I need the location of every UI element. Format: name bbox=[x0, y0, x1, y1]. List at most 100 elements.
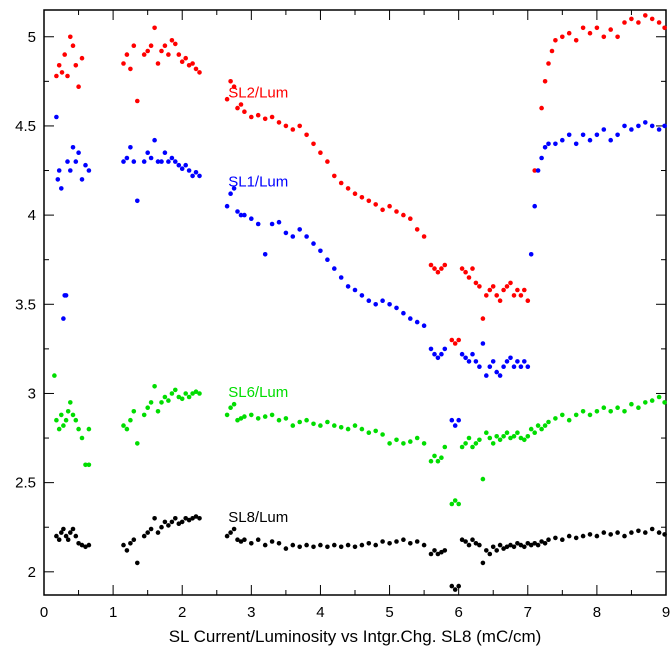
data-point bbox=[560, 137, 565, 143]
data-point bbox=[70, 526, 76, 532]
data-point bbox=[276, 417, 282, 423]
data-point bbox=[141, 159, 147, 164]
data-point bbox=[290, 423, 296, 428]
data-point bbox=[276, 541, 282, 546]
data-point bbox=[459, 444, 465, 450]
data-point bbox=[608, 532, 613, 537]
data-point bbox=[68, 168, 73, 173]
data-point bbox=[128, 145, 133, 150]
data-point bbox=[452, 341, 458, 346]
data-point bbox=[649, 526, 655, 532]
data-point bbox=[435, 269, 441, 275]
data-point bbox=[615, 405, 620, 411]
data-point bbox=[166, 52, 171, 57]
data-point bbox=[262, 252, 268, 257]
data-point bbox=[546, 141, 551, 147]
data-point bbox=[615, 530, 620, 535]
data-point bbox=[70, 43, 76, 48]
data-point bbox=[56, 426, 62, 432]
data-point bbox=[173, 387, 178, 393]
data-point bbox=[235, 209, 240, 214]
data-point bbox=[145, 150, 150, 155]
data-point bbox=[508, 435, 513, 441]
data-point bbox=[345, 284, 351, 289]
data-point bbox=[649, 16, 655, 22]
x-tick-label: 7 bbox=[524, 604, 532, 621]
data-point bbox=[497, 437, 503, 443]
data-point bbox=[318, 542, 323, 548]
data-point bbox=[662, 123, 667, 129]
data-point bbox=[128, 417, 133, 423]
data-point bbox=[190, 61, 195, 66]
data-point bbox=[179, 396, 185, 402]
data-point bbox=[477, 437, 482, 443]
data-point bbox=[179, 166, 185, 171]
data-point bbox=[573, 412, 579, 418]
data-point bbox=[311, 141, 316, 147]
data-point bbox=[345, 186, 351, 191]
data-point bbox=[452, 587, 458, 592]
data-point bbox=[566, 533, 572, 539]
data-point bbox=[338, 544, 344, 550]
data-point bbox=[152, 516, 157, 521]
data-point bbox=[508, 542, 513, 548]
data-point bbox=[662, 25, 667, 31]
data-point bbox=[477, 542, 482, 548]
data-point bbox=[131, 43, 137, 48]
data-point bbox=[532, 430, 537, 436]
data-point bbox=[193, 66, 199, 72]
data-point bbox=[470, 537, 475, 542]
data-point bbox=[573, 38, 579, 43]
data-point bbox=[532, 203, 537, 209]
data-point bbox=[76, 541, 81, 546]
data-point bbox=[408, 216, 413, 221]
data-point bbox=[238, 416, 244, 421]
data-point bbox=[352, 423, 358, 428]
data-point bbox=[193, 514, 199, 519]
data-point bbox=[466, 359, 472, 364]
data-point bbox=[629, 127, 634, 132]
data-point bbox=[511, 364, 517, 370]
data-point bbox=[162, 43, 168, 48]
data-point bbox=[480, 341, 486, 346]
data-point bbox=[183, 162, 188, 168]
data-point bbox=[459, 537, 465, 542]
data-point bbox=[587, 30, 593, 36]
data-point bbox=[546, 61, 551, 66]
data-point bbox=[65, 159, 70, 164]
data-point bbox=[228, 530, 233, 535]
data-point bbox=[421, 234, 427, 239]
data-point bbox=[190, 516, 195, 521]
data-point bbox=[297, 544, 303, 550]
data-point bbox=[79, 177, 85, 182]
data-point bbox=[176, 52, 182, 57]
data-point bbox=[86, 542, 92, 548]
data-point bbox=[155, 61, 161, 66]
data-point bbox=[228, 405, 233, 411]
data-point bbox=[449, 337, 455, 343]
data-point bbox=[414, 435, 420, 441]
data-point bbox=[169, 519, 175, 525]
data-point bbox=[656, 127, 662, 132]
y-tick-label: 4.5 bbox=[15, 118, 36, 135]
data-point bbox=[54, 533, 59, 539]
data-point bbox=[276, 120, 282, 125]
data-point bbox=[121, 61, 126, 66]
data-point bbox=[183, 391, 188, 396]
data-point bbox=[366, 430, 372, 436]
data-point bbox=[497, 542, 503, 548]
data-point bbox=[297, 227, 303, 232]
data-point bbox=[449, 501, 455, 507]
data-point bbox=[304, 417, 309, 423]
data-point bbox=[235, 105, 240, 111]
data-point bbox=[318, 150, 323, 155]
data-point bbox=[128, 66, 133, 72]
data-point bbox=[380, 432, 385, 437]
data-point bbox=[162, 394, 168, 400]
data-point bbox=[224, 96, 230, 102]
data-point bbox=[463, 441, 468, 446]
data-point bbox=[242, 212, 247, 218]
data-point bbox=[290, 542, 296, 548]
data-point bbox=[325, 419, 330, 425]
data-point bbox=[456, 501, 462, 507]
